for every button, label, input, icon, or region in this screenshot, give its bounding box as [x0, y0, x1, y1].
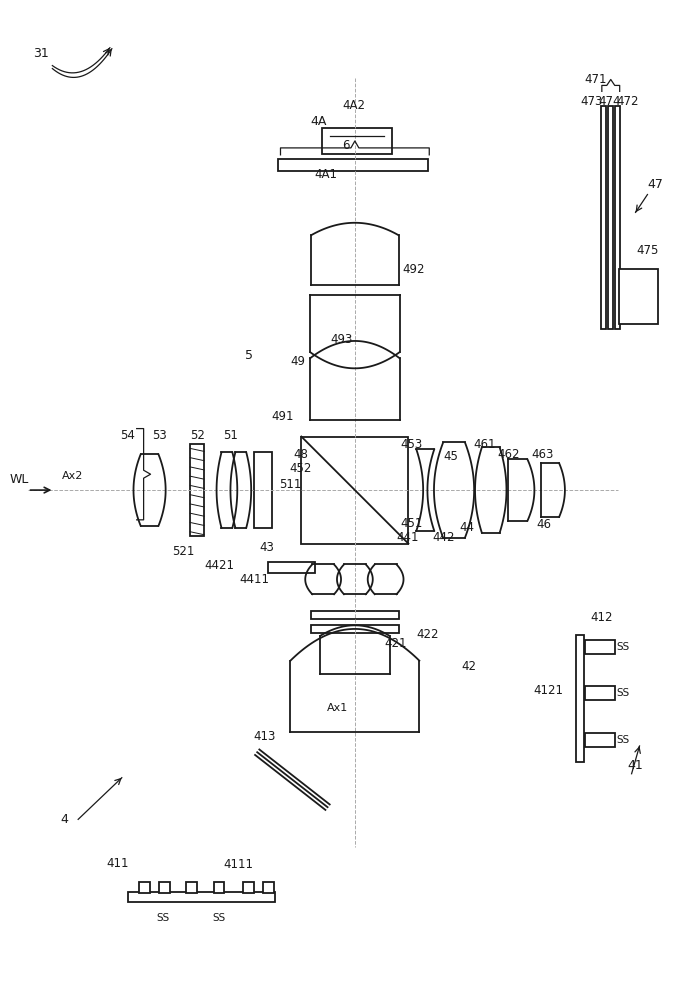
- Bar: [213, 882, 225, 893]
- Bar: [585, 733, 614, 747]
- Text: 51: 51: [223, 429, 238, 442]
- Bar: [608, 106, 613, 329]
- Text: 474: 474: [598, 95, 621, 108]
- Bar: [268, 562, 315, 573]
- Text: SS: SS: [157, 913, 170, 923]
- Text: Ax1: Ax1: [327, 703, 348, 713]
- Text: 54: 54: [120, 429, 135, 442]
- Text: 4411: 4411: [240, 573, 270, 586]
- Text: 53: 53: [152, 429, 167, 442]
- Bar: [311, 625, 399, 633]
- Bar: [254, 452, 272, 528]
- Text: 48: 48: [293, 448, 308, 461]
- Text: 4111: 4111: [224, 858, 254, 871]
- Text: 4121: 4121: [533, 684, 564, 697]
- Bar: [602, 106, 606, 329]
- Text: 41: 41: [627, 759, 644, 772]
- Text: 4A1: 4A1: [314, 168, 337, 181]
- Text: 46: 46: [537, 518, 552, 531]
- Bar: [128, 892, 274, 902]
- Text: 422: 422: [416, 628, 439, 641]
- Text: SS: SS: [617, 688, 630, 698]
- Text: 412: 412: [591, 611, 613, 624]
- Text: SS: SS: [617, 642, 630, 652]
- Text: 472: 472: [617, 95, 639, 108]
- Text: 491: 491: [271, 410, 294, 423]
- Bar: [186, 882, 197, 893]
- Text: 4A: 4A: [310, 115, 327, 128]
- Text: 462: 462: [497, 448, 520, 461]
- Bar: [585, 640, 614, 654]
- Text: 5: 5: [244, 349, 253, 362]
- Text: WL: WL: [10, 473, 29, 486]
- Text: SS: SS: [213, 913, 225, 923]
- Text: 492: 492: [402, 263, 424, 276]
- Text: 31: 31: [33, 47, 48, 60]
- Text: SS: SS: [617, 735, 630, 745]
- Bar: [159, 882, 170, 893]
- Bar: [615, 106, 620, 329]
- Bar: [278, 159, 428, 171]
- Text: 421: 421: [384, 637, 407, 650]
- Text: 43: 43: [259, 541, 274, 554]
- Text: 471: 471: [585, 73, 607, 86]
- Text: 493: 493: [331, 333, 353, 346]
- Text: 451: 451: [400, 517, 422, 530]
- Bar: [576, 635, 584, 762]
- Text: 521: 521: [172, 545, 194, 558]
- Text: 453: 453: [401, 438, 422, 451]
- Text: 473: 473: [581, 95, 603, 108]
- Text: 45: 45: [443, 450, 458, 463]
- Text: 441: 441: [396, 531, 419, 544]
- Text: 6: 6: [342, 139, 350, 152]
- Text: 4421: 4421: [204, 559, 234, 572]
- Bar: [322, 128, 392, 154]
- Text: 475: 475: [636, 244, 659, 257]
- Bar: [585, 686, 614, 700]
- Text: 463: 463: [531, 448, 553, 461]
- Bar: [304, 467, 327, 513]
- Text: 52: 52: [189, 429, 204, 442]
- Text: 4A2: 4A2: [342, 99, 365, 112]
- Text: 413: 413: [253, 730, 276, 743]
- Text: 452: 452: [289, 462, 312, 475]
- Bar: [301, 437, 409, 544]
- Text: Ax2: Ax2: [62, 471, 84, 481]
- Text: 4: 4: [60, 813, 68, 826]
- Bar: [190, 444, 204, 536]
- Text: 42: 42: [462, 660, 477, 673]
- Bar: [139, 882, 150, 893]
- Bar: [619, 269, 659, 324]
- Text: 442: 442: [432, 531, 454, 544]
- Bar: [243, 882, 254, 893]
- Bar: [311, 611, 399, 619]
- Text: 49: 49: [291, 355, 306, 368]
- Text: 511: 511: [279, 478, 301, 491]
- Text: 411: 411: [107, 857, 129, 870]
- Bar: [263, 882, 274, 893]
- Text: 47: 47: [648, 178, 663, 191]
- Text: 461: 461: [473, 438, 496, 451]
- Text: 44: 44: [460, 521, 475, 534]
